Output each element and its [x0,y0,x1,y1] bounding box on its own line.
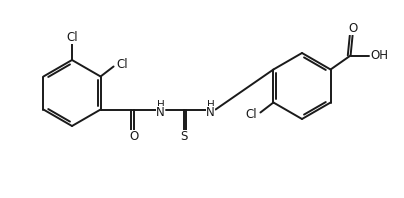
Text: H: H [207,100,215,109]
Text: N: N [156,106,165,119]
Text: H: H [157,100,164,109]
Text: OH: OH [370,49,389,62]
Text: S: S [180,130,187,143]
Text: O: O [348,22,357,35]
Text: Cl: Cl [117,58,128,71]
Text: N: N [206,106,215,119]
Text: O: O [129,130,138,143]
Text: Cl: Cl [246,108,257,121]
Text: Cl: Cl [66,30,78,44]
